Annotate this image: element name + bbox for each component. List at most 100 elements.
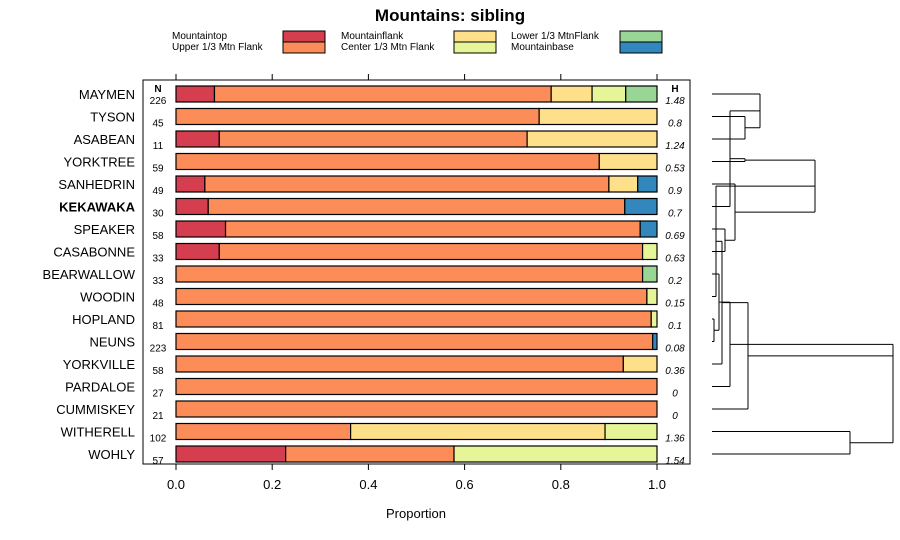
bar-segment-lower-1-3-mtnflank bbox=[625, 85, 658, 103]
bar-segment-mountaintop bbox=[175, 197, 209, 216]
category-label: CUMMISKEY bbox=[56, 402, 135, 417]
bar-segment-upper-1-3-mtn-flank bbox=[175, 287, 648, 306]
n-value: 58 bbox=[152, 231, 164, 242]
category-label: NEUNS bbox=[89, 335, 135, 350]
bar-segment-mountainflank bbox=[622, 355, 658, 373]
bar-segment-upper-1-3-mtn-flank bbox=[175, 355, 624, 373]
bar-row-bearwallow: BEARWALLOW 33 0.2 bbox=[43, 265, 682, 287]
bar-row-yorkville: YORKVILLE 58 0.36 bbox=[63, 355, 685, 377]
bar-segment-mountainflank bbox=[350, 422, 606, 441]
n-value: 81 bbox=[152, 321, 164, 332]
bar-segment-center-1-3-mtn-flank bbox=[591, 85, 627, 103]
category-label: CASABONNE bbox=[53, 245, 135, 260]
bar-segment-mountainflank bbox=[550, 85, 593, 103]
bar-segment-upper-1-3-mtn-flank bbox=[224, 220, 641, 238]
bar-segment-mountaintop bbox=[175, 445, 287, 463]
bar-segment-mountaintop bbox=[175, 85, 216, 103]
bar-segment-upper-1-3-mtn-flank bbox=[175, 400, 658, 418]
bar-row-hopland: HOPLAND 81 0.1 bbox=[72, 310, 682, 332]
category-label: YORKTREE bbox=[63, 155, 135, 170]
n-value: 21 bbox=[152, 411, 164, 422]
legend-swatch-lower-1-3-mtnflank bbox=[619, 30, 663, 43]
bar-row-tyson: TYSON 45 0.8 bbox=[90, 107, 682, 130]
bar-row-kekawaka: KEKAWAKA 30 0.7 bbox=[59, 197, 682, 220]
legend-label-mountaintop: Mountaintop bbox=[172, 31, 227, 42]
n-value: 33 bbox=[152, 254, 164, 265]
bar-segment-upper-1-3-mtn-flank bbox=[218, 242, 644, 261]
n-value: 48 bbox=[152, 299, 164, 310]
x-tick-label: 0.6 bbox=[456, 477, 474, 492]
category-label: MAYMEN bbox=[79, 87, 135, 102]
h-value: 0.1 bbox=[668, 321, 682, 332]
x-tick-label: 1.0 bbox=[648, 477, 666, 492]
bar-segment-upper-1-3-mtn-flank bbox=[175, 377, 658, 396]
bar-row-speaker: SPEAKER 58 0.69 bbox=[74, 220, 685, 242]
bar-segment-upper-1-3-mtn-flank bbox=[218, 130, 528, 148]
bar-segment-mountaintop bbox=[175, 175, 206, 193]
bar-segment-mountaintop bbox=[175, 130, 220, 148]
bar-segment-mountainbase bbox=[652, 332, 658, 351]
bar-segment-center-1-3-mtn-flank bbox=[646, 287, 658, 306]
n-value: 27 bbox=[152, 389, 164, 400]
n-column-header: N bbox=[154, 84, 161, 95]
bar-row-casabonne: CASABONNE 33 0.63 bbox=[53, 242, 685, 265]
n-value: 102 bbox=[150, 434, 167, 445]
bar-segment-mountainflank bbox=[526, 130, 658, 148]
bar-row-asabean: ASABEAN 11 1.24 bbox=[74, 130, 685, 152]
bar-segment-center-1-3-mtn-flank bbox=[641, 242, 658, 261]
bar-segment-upper-1-3-mtn-flank bbox=[207, 197, 626, 216]
category-label: WOODIN bbox=[80, 290, 135, 305]
n-value: 58 bbox=[152, 366, 164, 377]
bar-row-pardaloe: PARDALOE 27 0 bbox=[65, 377, 678, 400]
h-value: 0.7 bbox=[668, 209, 682, 220]
h-value: 0.63 bbox=[665, 254, 685, 265]
bar-row-yorktree: YORKTREE 59 0.53 bbox=[63, 152, 685, 175]
legend-swatch-mountaintop bbox=[282, 30, 326, 43]
n-value: 33 bbox=[152, 276, 164, 287]
category-label: SANHEDRIN bbox=[58, 177, 135, 192]
h-value: 0.15 bbox=[665, 299, 685, 310]
category-label: HOPLAND bbox=[72, 312, 135, 327]
bar-row-cummiskey: CUMMISKEY 21 0 bbox=[56, 400, 678, 422]
bar-segment-mountainflank bbox=[598, 152, 658, 171]
category-label: KEKAWAKA bbox=[59, 200, 135, 215]
n-value: 57 bbox=[152, 456, 164, 467]
x-tick-label: 0.4 bbox=[359, 477, 377, 492]
legend-swatch-center-1-3-mtn-flank bbox=[453, 41, 497, 54]
legend-label-center-1-3-mtn-flank: Center 1/3 Mtn Flank bbox=[341, 42, 435, 53]
bar-segment-upper-1-3-mtn-flank bbox=[213, 85, 552, 103]
h-value: 1.48 bbox=[665, 96, 685, 107]
plot-area: 0.0 0.2 0.4 0.6 0.8 1.0 N H MAYMEN 226 1.48 TYSON 45… bbox=[43, 74, 691, 492]
bar-segment-center-1-3-mtn-flank bbox=[650, 310, 658, 328]
bar-segment-upper-1-3-mtn-flank bbox=[204, 175, 610, 193]
legend-label-upper-1-3-mtn-flank: Upper 1/3 Mtn Flank bbox=[172, 42, 264, 53]
x-axis-title: Proportion bbox=[386, 506, 446, 521]
bar-segment-upper-1-3-mtn-flank bbox=[285, 445, 455, 463]
h-value: 0.2 bbox=[668, 276, 682, 287]
bar-segment-mountainflank bbox=[608, 175, 639, 193]
h-value: 0.8 bbox=[668, 119, 682, 130]
bar-segment-mountainbase bbox=[637, 175, 658, 193]
bar-segment-mountaintop bbox=[175, 220, 227, 238]
h-value: 0.53 bbox=[665, 164, 685, 175]
h-value: 0.69 bbox=[665, 231, 685, 242]
h-value: 0 bbox=[672, 411, 678, 422]
n-value: 226 bbox=[150, 96, 167, 107]
h-value: 1.54 bbox=[665, 456, 685, 467]
plot-frame bbox=[142, 79, 691, 465]
category-label: WITHERELL bbox=[61, 425, 135, 440]
bar-segment-center-1-3-mtn-flank bbox=[604, 422, 658, 441]
bar-segment-upper-1-3-mtn-flank bbox=[175, 332, 654, 351]
bar-segment-upper-1-3-mtn-flank bbox=[175, 310, 652, 328]
legend-swatch-mountainflank bbox=[453, 30, 497, 43]
bar-segment-mountainbase bbox=[624, 197, 658, 216]
category-label: ASABEAN bbox=[74, 132, 135, 147]
bar-row-neuns: NEUNS 223 0.08 bbox=[89, 332, 685, 355]
category-label: WOHLY bbox=[88, 447, 135, 462]
n-value: 30 bbox=[152, 209, 164, 220]
category-label: BEARWALLOW bbox=[43, 267, 136, 282]
dendrogram bbox=[712, 93, 894, 455]
category-label: PARDALOE bbox=[65, 380, 135, 395]
h-value: 1.36 bbox=[665, 434, 685, 445]
